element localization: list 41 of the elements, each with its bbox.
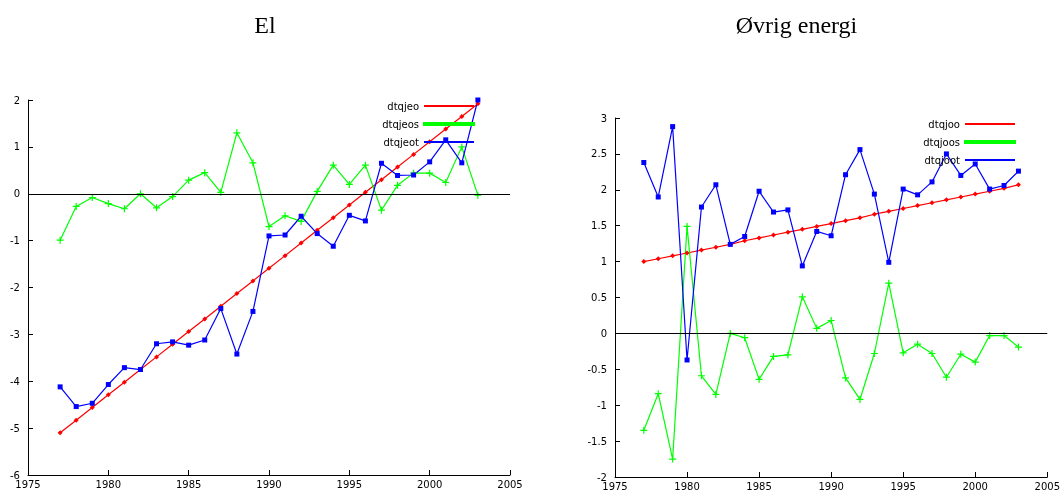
- legend-label: dtqjoo: [928, 118, 960, 130]
- y-tick-label: 2.5: [591, 148, 607, 160]
- y-tick-label: 1.5: [591, 220, 607, 232]
- x-tick-label: 1985: [175, 478, 202, 490]
- x-tick-label: 1980: [674, 480, 700, 492]
- x-tick-label: 2000: [962, 480, 988, 492]
- legend-label: dtqjeo: [387, 100, 419, 112]
- y-tick-label: -3: [10, 328, 20, 340]
- y-tick-label: -0.5: [587, 363, 607, 375]
- y-tick-label: -1: [597, 399, 607, 411]
- legend-label: dtqjoos: [923, 136, 960, 148]
- y-tick-label: -5: [10, 422, 20, 434]
- x-tick-label: 1985: [746, 480, 772, 492]
- y-tick-label: 3: [600, 112, 607, 124]
- y-tick-label: 2: [13, 94, 20, 106]
- x-tick-label: 1980: [95, 478, 122, 490]
- x-tick-label: 1995: [890, 480, 916, 492]
- y-tick-label: 1: [600, 256, 607, 268]
- x-tick-label: 1975: [602, 480, 628, 492]
- x-tick-label: 1975: [15, 478, 41, 490]
- chart-title: Øvrig energi: [735, 12, 858, 38]
- y-tick-label: 0.5: [591, 292, 607, 303]
- y-tick-label: -2: [10, 282, 20, 293]
- y-tick-label: 0: [600, 327, 607, 339]
- x-tick-label: 1990: [256, 478, 282, 490]
- x-tick-label: 2000: [416, 478, 443, 490]
- legend-label: dtqjeot: [383, 136, 420, 148]
- y-tick-label: 2: [600, 184, 607, 196]
- x-tick-label: 1990: [818, 480, 844, 492]
- y-tick-label: -4: [10, 375, 20, 387]
- y-tick-label: 1: [13, 141, 20, 153]
- y-tick-label: 0: [13, 188, 20, 200]
- y-tick-label: -6: [10, 469, 20, 481]
- x-tick-label: 2005: [1034, 480, 1060, 492]
- y-tick-label: -1.5: [587, 435, 607, 447]
- chart-title: El: [254, 12, 276, 38]
- x-tick-label: 1995: [336, 478, 363, 490]
- y-tick-label: -2: [597, 471, 607, 483]
- legend-label: dtqjeos: [382, 118, 419, 130]
- x-tick-label: 2005: [497, 478, 523, 490]
- y-tick-label: -1: [10, 235, 20, 247]
